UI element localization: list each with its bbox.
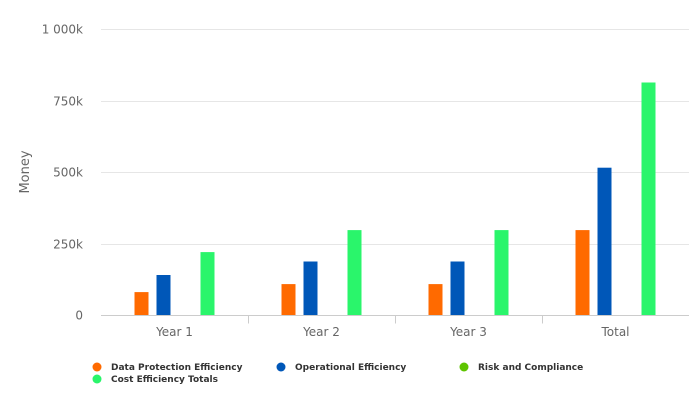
bar-cost-efficiency-totals-total[interactable] bbox=[641, 82, 656, 316]
bar-data-protection-efficiency-year-2[interactable] bbox=[281, 284, 296, 315]
y-tick-label: 750k bbox=[53, 95, 83, 109]
y-tick-label: 250k bbox=[53, 238, 83, 252]
legend: Data Protection Efficiency Operational Ef… bbox=[92, 362, 584, 386]
bar-cost-efficiency-totals-year-1[interactable] bbox=[200, 252, 215, 315]
bars bbox=[134, 82, 656, 316]
legend-label: Operational Efficiency bbox=[295, 363, 406, 373]
axes: 0 250k 500k 750k 1 000k Year 1 Year 2 Year 3 Tot… bbox=[42, 23, 689, 339]
legend-item-data-protection-efficiency[interactable]: Data Protection Efficiency bbox=[92, 362, 243, 374]
legend-marker bbox=[92, 362, 102, 372]
bar-operational-efficiency-year-2[interactable] bbox=[303, 261, 318, 316]
bar-data-protection-efficiency-total[interactable] bbox=[575, 230, 590, 315]
legend-item-cost-efficiency-totals[interactable]: Cost Efficiency Totals bbox=[92, 374, 218, 386]
y-axis-title: Money bbox=[18, 150, 33, 193]
legend-label: Data Protection Efficiency bbox=[111, 363, 243, 373]
legend-item-operational-efficiency[interactable]: Operational Efficiency bbox=[276, 362, 407, 374]
bar-cost-efficiency-totals-year-3[interactable] bbox=[494, 230, 509, 315]
x-tick-label: Year 3 bbox=[449, 325, 487, 339]
legend-marker bbox=[459, 362, 469, 372]
x-tick-label: Year 2 bbox=[302, 325, 340, 339]
legend-item-risk-and-compliance[interactable]: Risk and Compliance bbox=[459, 362, 584, 374]
bar-operational-efficiency-year-1[interactable] bbox=[156, 275, 171, 315]
bar-data-protection-efficiency-year-3[interactable] bbox=[428, 284, 443, 315]
x-tick-label: Total bbox=[600, 325, 629, 339]
legend-label: Cost Efficiency Totals bbox=[111, 375, 218, 385]
y-tick-label: 1 000k bbox=[42, 23, 83, 37]
y-tick-label: 500k bbox=[53, 166, 83, 180]
legend-marker bbox=[92, 374, 102, 384]
bar-cost-efficiency-totals-year-2[interactable] bbox=[347, 230, 362, 315]
bar-data-protection-efficiency-year-1[interactable] bbox=[134, 292, 149, 315]
y-tick-label: 0 bbox=[75, 309, 83, 323]
legend-label: Risk and Compliance bbox=[478, 363, 583, 373]
bar-operational-efficiency-total[interactable] bbox=[597, 167, 612, 315]
bar-operational-efficiency-year-3[interactable] bbox=[450, 261, 465, 316]
x-tick-label: Year 1 bbox=[155, 325, 193, 339]
legend-marker bbox=[276, 362, 286, 372]
grid-lines bbox=[101, 29, 689, 245]
